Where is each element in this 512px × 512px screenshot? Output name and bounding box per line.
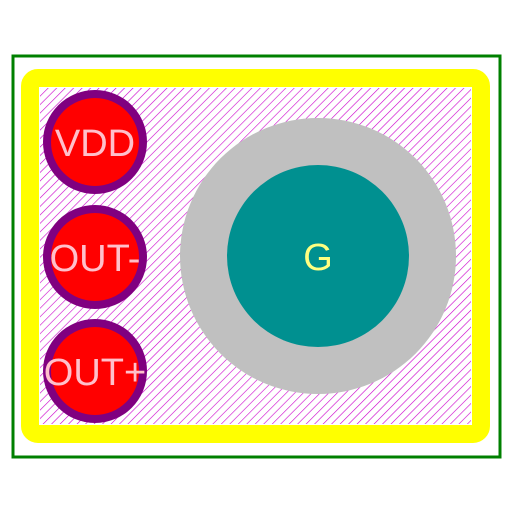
- pad-out-plus[interactable]: OUT+: [43, 319, 147, 423]
- pad-vdd-copper: [51, 98, 139, 186]
- ground-pad[interactable]: G: [180, 118, 456, 394]
- pad-out-minus[interactable]: OUT-: [43, 205, 147, 309]
- ground-pad-label: G: [303, 237, 333, 279]
- pad-out-minus-label: OUT-: [50, 238, 141, 280]
- pad-vdd[interactable]: VDD: [43, 90, 147, 194]
- pad-out-plus-label: OUT+: [44, 352, 146, 394]
- pad-out-plus-copper: [51, 327, 139, 415]
- pad-out-minus-copper: [51, 213, 139, 301]
- silkscreen-outline: [21, 69, 490, 443]
- courtyard-outline: [11, 54, 502, 459]
- ground-pad-copper: [227, 165, 409, 347]
- pad-vdd-label: VDD: [55, 123, 135, 165]
